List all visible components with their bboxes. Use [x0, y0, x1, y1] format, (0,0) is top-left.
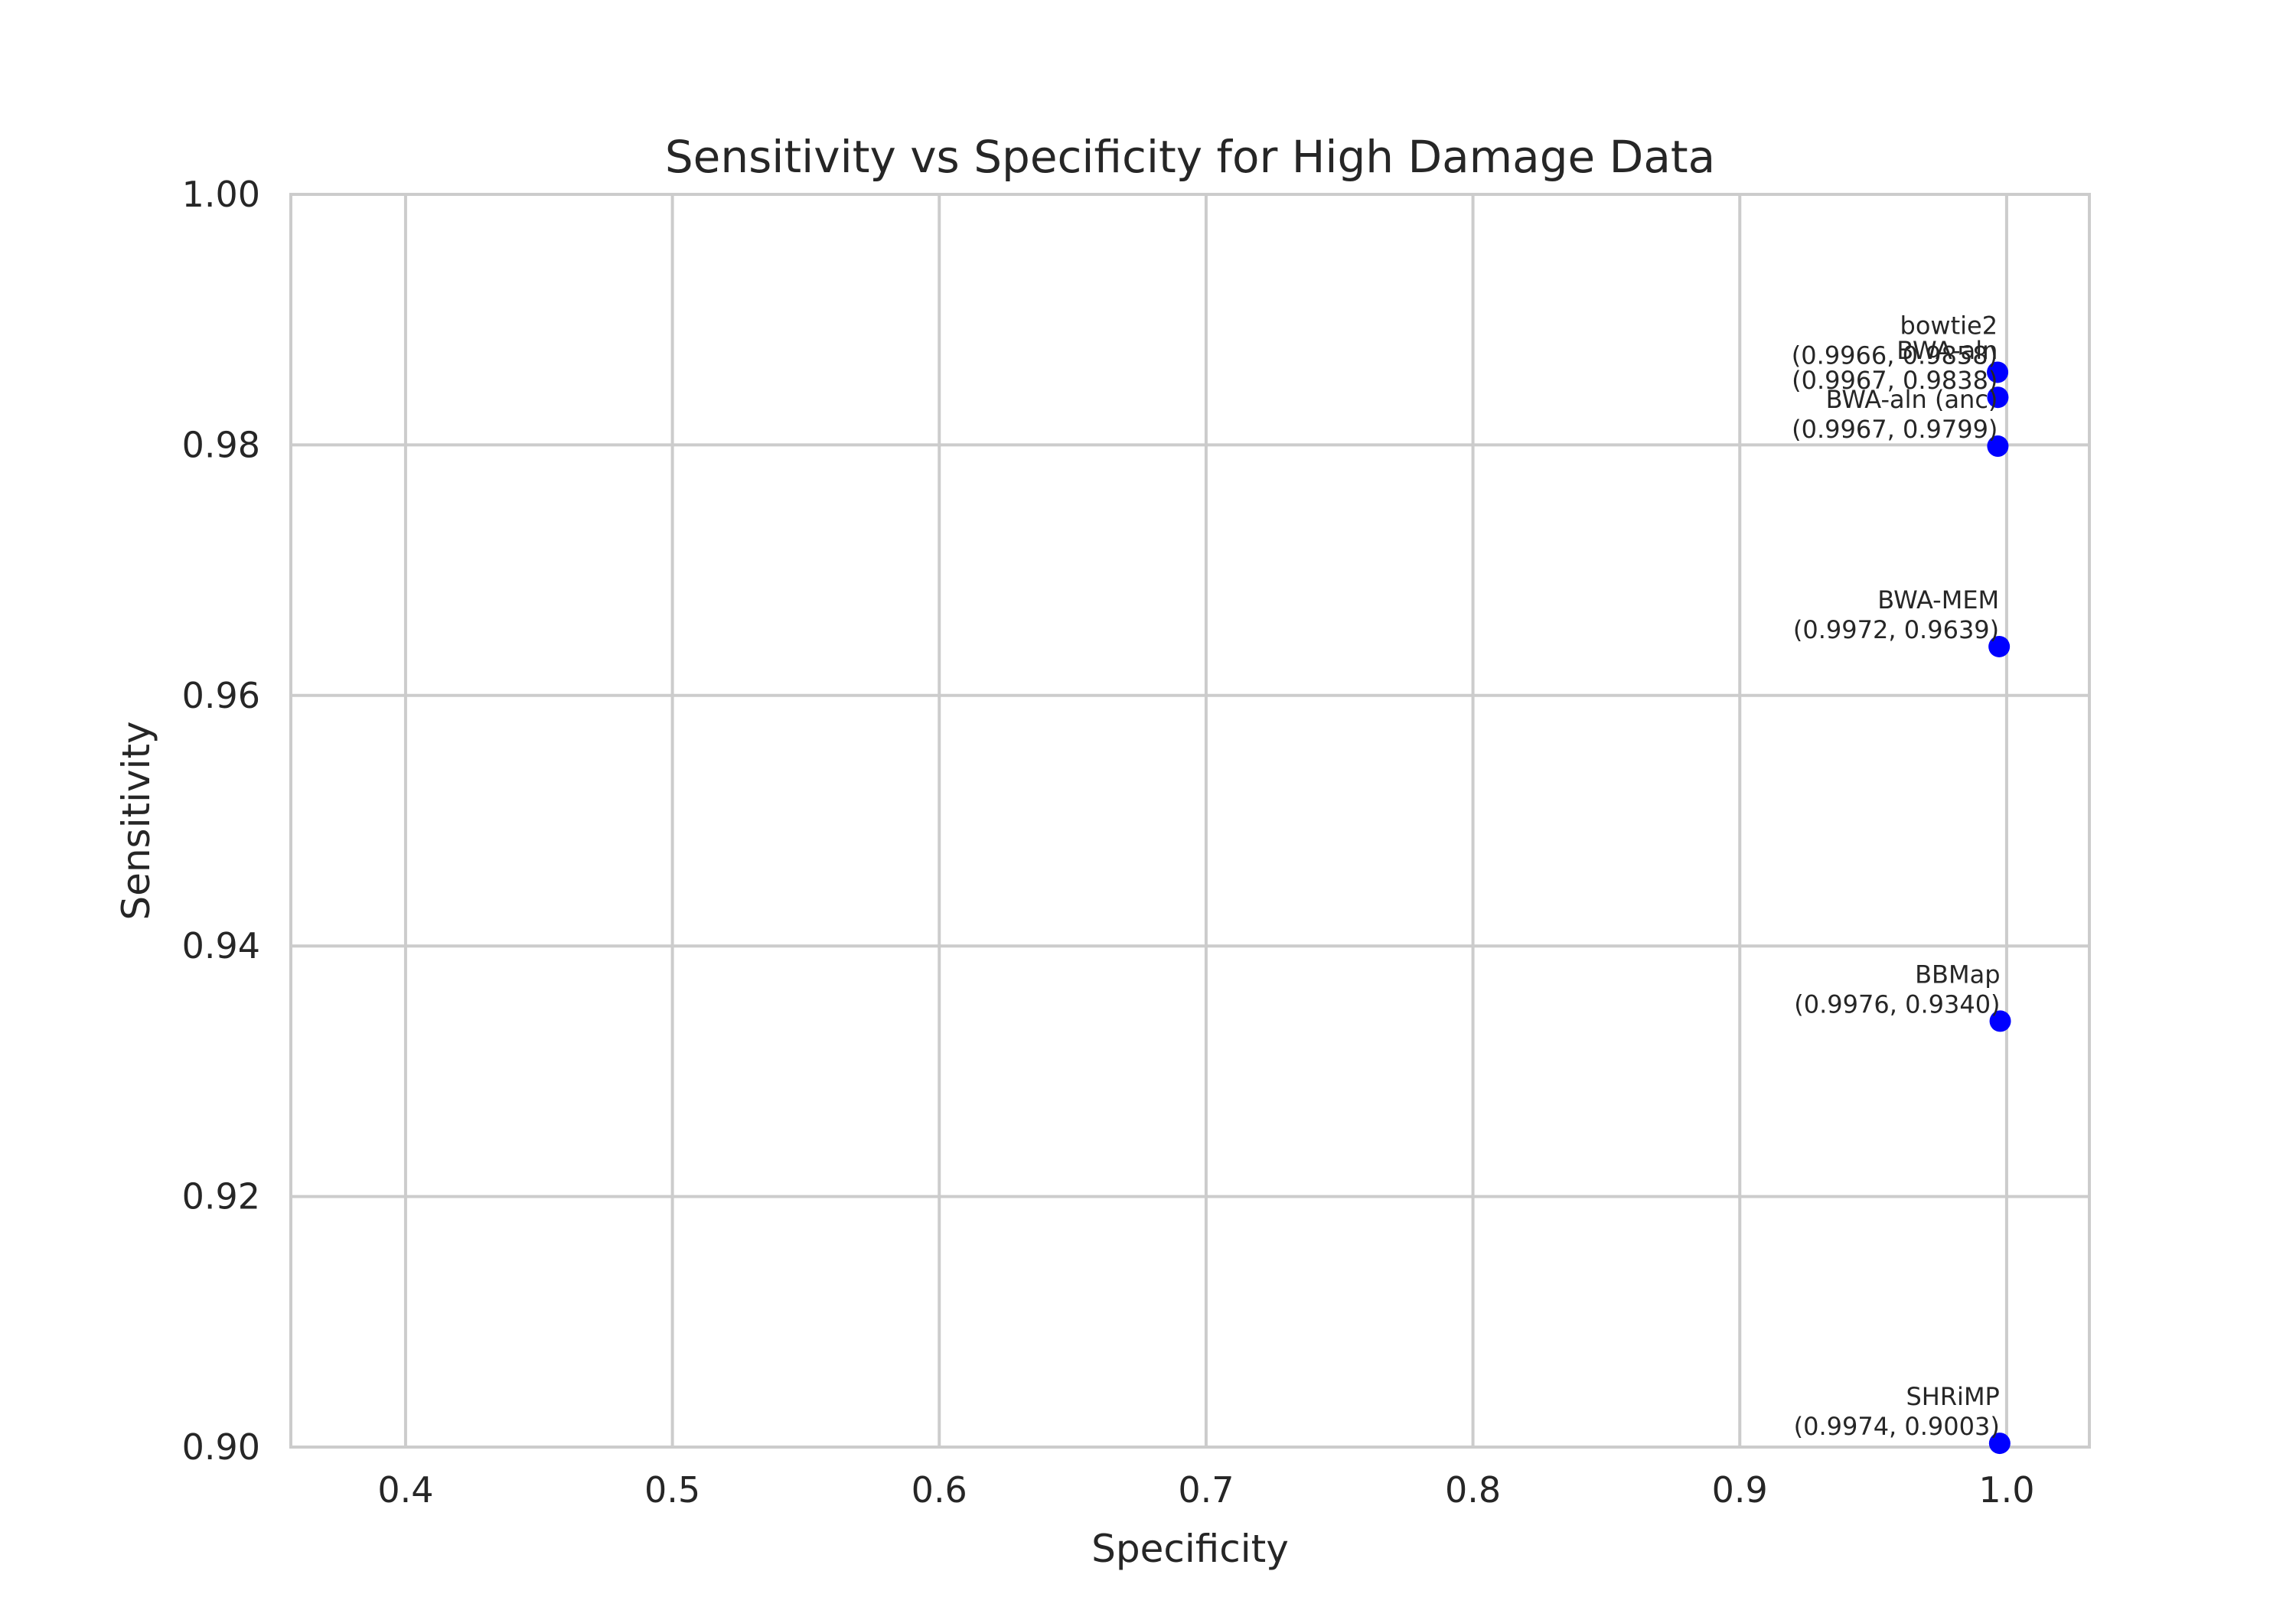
y-tick-label: 0.90 — [182, 1426, 260, 1468]
point-coords-label: (0.9967, 0.9838) — [1792, 366, 1998, 395]
x-tick-label: 0.7 — [1178, 1469, 1234, 1511]
y-tick-label: 0.94 — [182, 925, 260, 966]
point-coords-label: (0.9972, 0.9639) — [1793, 615, 1999, 644]
point-coords-label: (0.9967, 0.9799) — [1792, 415, 1998, 444]
x-tick-labels: 0.4 0.5 0.6 0.7 0.8 0.9 1.0 — [377, 1469, 2034, 1511]
point-name-label: BWA-MEM — [1877, 585, 1999, 614]
x-tick-label: 0.5 — [644, 1469, 700, 1511]
point-coords-label: (0.9976, 0.9340) — [1794, 989, 2000, 1019]
y-tick-label: 0.96 — [182, 675, 260, 716]
point-name-label: BWA-aln (anc) — [1826, 385, 1998, 414]
x-tick-label: 0.6 — [912, 1469, 967, 1511]
point-coords-label: (0.9974, 0.9003) — [1794, 1412, 2000, 1441]
point-labels: bowtie2(0.9966, 0.9858)BWA-aln(0.9967, 0… — [1792, 311, 2001, 1441]
y-tick-label: 0.98 — [182, 424, 260, 465]
data-point — [1987, 361, 2009, 383]
point-coords-label: (0.9966, 0.9858) — [1792, 341, 1998, 370]
x-tick-label: 0.8 — [1445, 1469, 1501, 1511]
point-name-label: SHRiMP — [1906, 1382, 1999, 1411]
data-point — [1988, 1433, 2011, 1455]
plot-area-frame — [289, 193, 2091, 1449]
y-tick-label: 1.00 — [182, 174, 260, 215]
x-tick-label: 1.0 — [1978, 1469, 2034, 1511]
data-point — [1988, 635, 2011, 657]
data-points — [1987, 361, 2011, 1455]
y-tick-label: 0.92 — [182, 1176, 260, 1217]
point-name-label: BWA-aln — [1896, 336, 1998, 365]
data-point — [1989, 1010, 2011, 1032]
y-axis-title: Sensitivity — [114, 721, 158, 920]
data-point — [1987, 435, 2009, 458]
y-tick-labels: 0.90 0.92 0.94 0.96 0.98 1.00 — [182, 174, 260, 1468]
point-name-label: bowtie2 — [1900, 311, 1998, 340]
x-tick-label: 0.9 — [1712, 1469, 1768, 1511]
x-tick-label: 0.4 — [377, 1469, 433, 1511]
chart-title: Sensitivity vs Specificity for High Dama… — [665, 131, 1715, 183]
point-name-label: BBMap — [1915, 960, 2000, 989]
x-axis-title: Specificity — [1091, 1527, 1289, 1571]
data-point — [1987, 386, 2009, 409]
